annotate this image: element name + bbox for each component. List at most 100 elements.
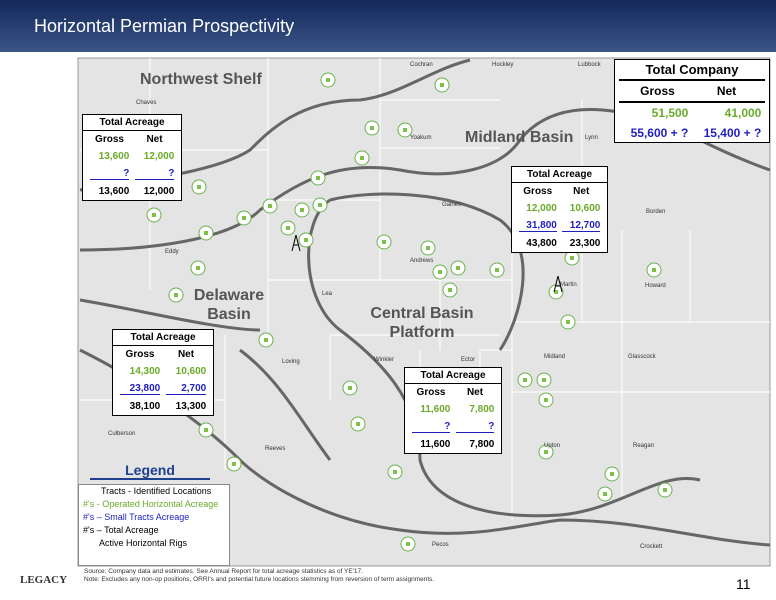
- tract-fill: [232, 462, 236, 466]
- cell: 12,000: [143, 151, 175, 162]
- header-cell: Net: [466, 387, 484, 398]
- table-row: 13,600 12,000: [83, 183, 181, 200]
- cell: 38,100: [129, 401, 161, 412]
- source-note: Source: Company data and estimates. See …: [84, 568, 363, 575]
- header-cell: Net: [177, 349, 195, 360]
- header-cell: Gross: [640, 84, 675, 98]
- cell: ?: [89, 168, 130, 180]
- table-header: Gross Net: [619, 81, 765, 103]
- county-label: Pecos: [432, 542, 449, 548]
- region-label: Midland Basin: [465, 129, 574, 146]
- cell: 13,600: [98, 186, 130, 197]
- table-title: Total Acreage: [512, 167, 607, 183]
- table-row: 55,600 + ? 15,400 + ?: [615, 123, 769, 143]
- legend: Tracts - Identified Locations #'s - Oper…: [78, 484, 230, 566]
- cell: 15,400 + ?: [703, 126, 762, 140]
- tract-fill: [152, 213, 156, 217]
- cell: 10,600: [569, 203, 601, 214]
- rig: [553, 275, 563, 293]
- cell: 12,700: [562, 220, 601, 232]
- county-label: Hockley: [492, 62, 513, 68]
- cell: ?: [455, 421, 495, 433]
- tract-fill: [348, 386, 352, 390]
- cell: 41,000: [724, 106, 762, 120]
- acreage-table: Total Acreage Gross Net 12,000 10,600 31,800 1…: [511, 166, 608, 253]
- tract-fill: [663, 488, 667, 492]
- tract-fill: [204, 428, 208, 432]
- county-label: Howard: [645, 283, 666, 289]
- county-label: Glasscock: [628, 354, 657, 360]
- header-cell: Gross: [95, 134, 124, 145]
- legend-title: Legend: [90, 462, 210, 480]
- cell: 11,600: [420, 439, 451, 450]
- header-cell: Gross: [125, 349, 155, 360]
- cell: 13,600: [98, 151, 130, 162]
- county-labels: Cochran Hockley Lubbock Chaves Yoakum Lynn Gai…: [108, 62, 666, 550]
- legend-item: #'s – Small Tracts Acreage: [83, 512, 190, 522]
- county-label: Midland: [544, 354, 565, 360]
- cell: 12,000: [143, 186, 175, 197]
- acreage-table: Total Acreage Gross Net 11,600 7,800?? 11,600…: [404, 367, 502, 454]
- table-row: ??: [83, 165, 181, 183]
- cell: 31,800: [518, 220, 557, 232]
- cell: 12,000: [526, 203, 557, 214]
- tract-fill: [426, 246, 430, 250]
- header-cell: Net: [716, 84, 737, 98]
- tract-fill: [318, 203, 322, 207]
- tract-fill: [523, 378, 527, 382]
- county-label: Martin: [560, 282, 577, 288]
- rigs: [291, 234, 563, 293]
- table-row: 12,000 10,600: [512, 200, 607, 217]
- table-row: ??: [405, 418, 501, 436]
- tract-fill: [544, 398, 548, 402]
- cell: 10,600: [175, 366, 207, 377]
- cell: 13,300: [175, 401, 207, 412]
- table-row: 51,500 41,000: [615, 103, 769, 123]
- table-header: Gross Net: [83, 131, 181, 148]
- region-label: Central Basin Platform: [370, 305, 474, 341]
- note: Note: Excludes any non-op positions, ORR…: [84, 576, 435, 583]
- tract-fill: [544, 450, 548, 454]
- table-row: 11,600 7,800: [405, 401, 501, 418]
- tract-fill: [300, 208, 304, 212]
- tract-fill: [196, 266, 200, 270]
- table-title: Total Acreage: [405, 368, 501, 384]
- county-label: Winkler: [374, 357, 394, 363]
- tract-fill: [356, 422, 360, 426]
- legend-item: #'s - Operated Horizontal Acreage: [83, 499, 219, 509]
- footnotes: Source: Company data and estimates. See …: [84, 568, 434, 584]
- county-label: Ector: [461, 357, 475, 363]
- county-label: Andrews: [410, 258, 433, 264]
- tract-fill: [603, 492, 607, 496]
- table-header: Gross Net: [113, 346, 213, 363]
- tract-fill: [456, 266, 460, 270]
- tract-fill: [393, 470, 397, 474]
- county-label: Borden: [646, 209, 665, 215]
- tract-fill: [542, 378, 546, 382]
- tract-fill: [242, 216, 246, 220]
- tract-fill: [652, 268, 656, 272]
- legend-item: Active Horizontal Rigs: [99, 538, 188, 548]
- cell: 14,300: [129, 366, 161, 377]
- table-row: 23,800 2,700: [113, 380, 213, 398]
- header-cell: Net: [146, 134, 163, 145]
- tract-fill: [264, 338, 268, 342]
- table-row: 38,100 13,300: [113, 398, 213, 415]
- table-row: 11,600 7,800: [405, 436, 501, 453]
- county-label: Lynn: [585, 135, 598, 141]
- rig: [291, 234, 301, 252]
- tract-fill: [438, 270, 442, 274]
- tract-fill: [326, 78, 330, 82]
- tracts: [146, 72, 673, 552]
- county-label: Reagan: [633, 443, 654, 449]
- tract-fill: [554, 290, 558, 294]
- tract-fill: [360, 156, 364, 160]
- acreage-table: Total Acreage Gross Net 14,300 10,600 23,800 2…: [112, 329, 214, 416]
- county-label: Yoakum: [410, 135, 431, 141]
- tract-fill: [566, 320, 570, 324]
- legend-item: Tracts - Identified Locations: [101, 486, 212, 496]
- cell: 51,500: [651, 106, 689, 120]
- tract-fill: [268, 204, 272, 208]
- cell: ?: [411, 421, 451, 433]
